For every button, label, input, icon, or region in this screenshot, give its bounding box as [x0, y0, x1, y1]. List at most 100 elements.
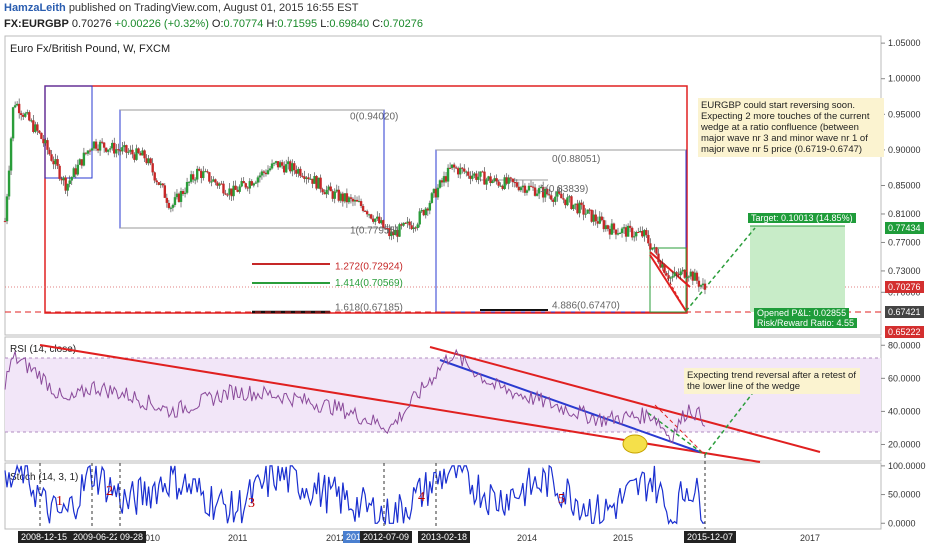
candle-body: [38, 130, 41, 133]
candle-body: [487, 176, 490, 180]
candle-body: [226, 194, 229, 196]
candle-body: [531, 186, 535, 188]
big-wave-box[interactable]: [44, 85, 688, 314]
candle-body: [448, 167, 452, 169]
time-tag-7[interactable]: 2015-12-07: [684, 531, 737, 543]
price-axis[interactable]: 1.05000 1.00000 0.95000 0.90000 0.85000 0.810…: [881, 38, 921, 297]
candle-body: [309, 178, 312, 180]
candle-body: [505, 177, 508, 184]
rr-label[interactable]: Risk/Reward Ratio: 4.55: [754, 318, 858, 328]
wedge-box[interactable]: [649, 247, 687, 313]
candle-body: [507, 177, 510, 184]
time-tag-1[interactable]: 2008-12-15: [18, 531, 71, 543]
candle-body: [274, 161, 278, 163]
candle-body: [560, 193, 563, 199]
candle-body: [574, 203, 577, 205]
candle-body: [456, 168, 460, 175]
candle-body: [50, 154, 53, 161]
candle-body: [218, 183, 221, 186]
main-pane[interactable]: [4, 35, 882, 336]
time-tag-5[interactable]: 2012-07-09: [360, 531, 413, 543]
time-tick-label: 2010: [140, 533, 160, 543]
candle-body: [94, 141, 98, 149]
candle-body: [655, 247, 658, 254]
rsi-note[interactable]: Expecting trend reversal after a retest …: [684, 368, 860, 394]
target-zone[interactable]: [750, 226, 845, 312]
candle-body: [339, 193, 343, 201]
candle-body: [525, 190, 529, 193]
candle-body: [36, 124, 39, 131]
open-value: 0.70774: [223, 18, 264, 30]
candle-body: [426, 208, 430, 211]
candle-body: [669, 277, 672, 279]
candle-body: [685, 277, 688, 279]
candle-body: [198, 168, 201, 171]
rsi-retest-arrow: [654, 404, 706, 456]
author-link[interactable]: HamzaLeith: [4, 2, 66, 14]
time-tag-2[interactable]: 2009-06-22: [70, 531, 123, 543]
price-tag-entry[interactable]: 0.67421: [885, 306, 924, 318]
candle-body: [270, 163, 274, 169]
candle-body: [333, 191, 336, 199]
candle-body: [214, 179, 217, 183]
candle-body: [80, 159, 84, 166]
high-value: 0.71595: [277, 18, 318, 30]
time-tag-6[interactable]: 2013-02-18: [418, 531, 471, 543]
stoch-axis[interactable]: 100.0000 50.0000 0.0000: [881, 461, 926, 528]
candle-body: [643, 230, 646, 237]
low-value: 0.69840: [329, 18, 370, 30]
candle-body: [572, 204, 575, 210]
target-label[interactable]: Target: 0.10013 (14.85%): [748, 213, 856, 223]
candle-body: [463, 168, 466, 172]
candle-body: [529, 185, 533, 187]
rsi-axis[interactable]: 80.0000 60.0000 40.0000 20.0000: [881, 340, 921, 449]
candle-body: [568, 196, 571, 198]
candle-body: [681, 269, 684, 272]
stoch-pane[interactable]: [4, 462, 882, 530]
candle-body: [195, 168, 199, 180]
candle-body: [653, 247, 656, 249]
fib-box-1[interactable]: [119, 109, 385, 229]
candle-body: [276, 161, 280, 168]
candle-body: [630, 227, 634, 238]
candle-body: [272, 162, 276, 164]
candle-body: [523, 185, 527, 193]
candle-body: [548, 194, 551, 196]
candle-body: [372, 218, 375, 222]
candle-body: [135, 148, 138, 160]
time-tag-3[interactable]: 09-28: [117, 531, 147, 543]
candle-body: [438, 180, 442, 188]
candle-body: [187, 181, 191, 183]
candle-body: [521, 185, 525, 188]
candle-body: [349, 197, 353, 199]
candle-body: [550, 195, 553, 200]
symbol[interactable]: FX:EURGBP: [4, 18, 69, 30]
candle-body: [539, 186, 543, 189]
pnl-label[interactable]: Opened P&L: 0.02855: [754, 308, 850, 318]
analysis-note[interactable]: EURGBP could start reversing soon. Expec…: [698, 98, 884, 157]
price-tag-target[interactable]: 0.77434: [885, 222, 924, 234]
candle-body: [137, 148, 140, 153]
price-tag-stop[interactable]: 0.65222: [885, 326, 924, 338]
candle-body: [5, 196, 9, 222]
time-tag-4[interactable]: 201: [343, 531, 365, 543]
candle-body: [19, 113, 23, 115]
candle-body: [645, 230, 648, 235]
candle-body: [54, 159, 57, 165]
price-tag-last[interactable]: 0.70276: [885, 281, 924, 293]
rsi-line: [4, 348, 706, 444]
candle-body: [671, 276, 674, 278]
candle-body: [594, 214, 597, 222]
rsi-title: RSI (14, close): [10, 344, 76, 355]
candle-body: [248, 181, 251, 189]
candle-body: [651, 248, 654, 250]
candle-body: [119, 150, 122, 152]
time-axis[interactable]: 2010 2011 2012 2014 2015 2017: [140, 533, 820, 543]
wave-1-box[interactable]: [44, 85, 93, 179]
candle-body: [473, 173, 476, 176]
candle-body: [15, 103, 19, 106]
candle-body: [454, 167, 458, 169]
candle-body: [242, 181, 245, 184]
publish-line: HamzaLeith published on TradingView.com,…: [4, 2, 358, 14]
